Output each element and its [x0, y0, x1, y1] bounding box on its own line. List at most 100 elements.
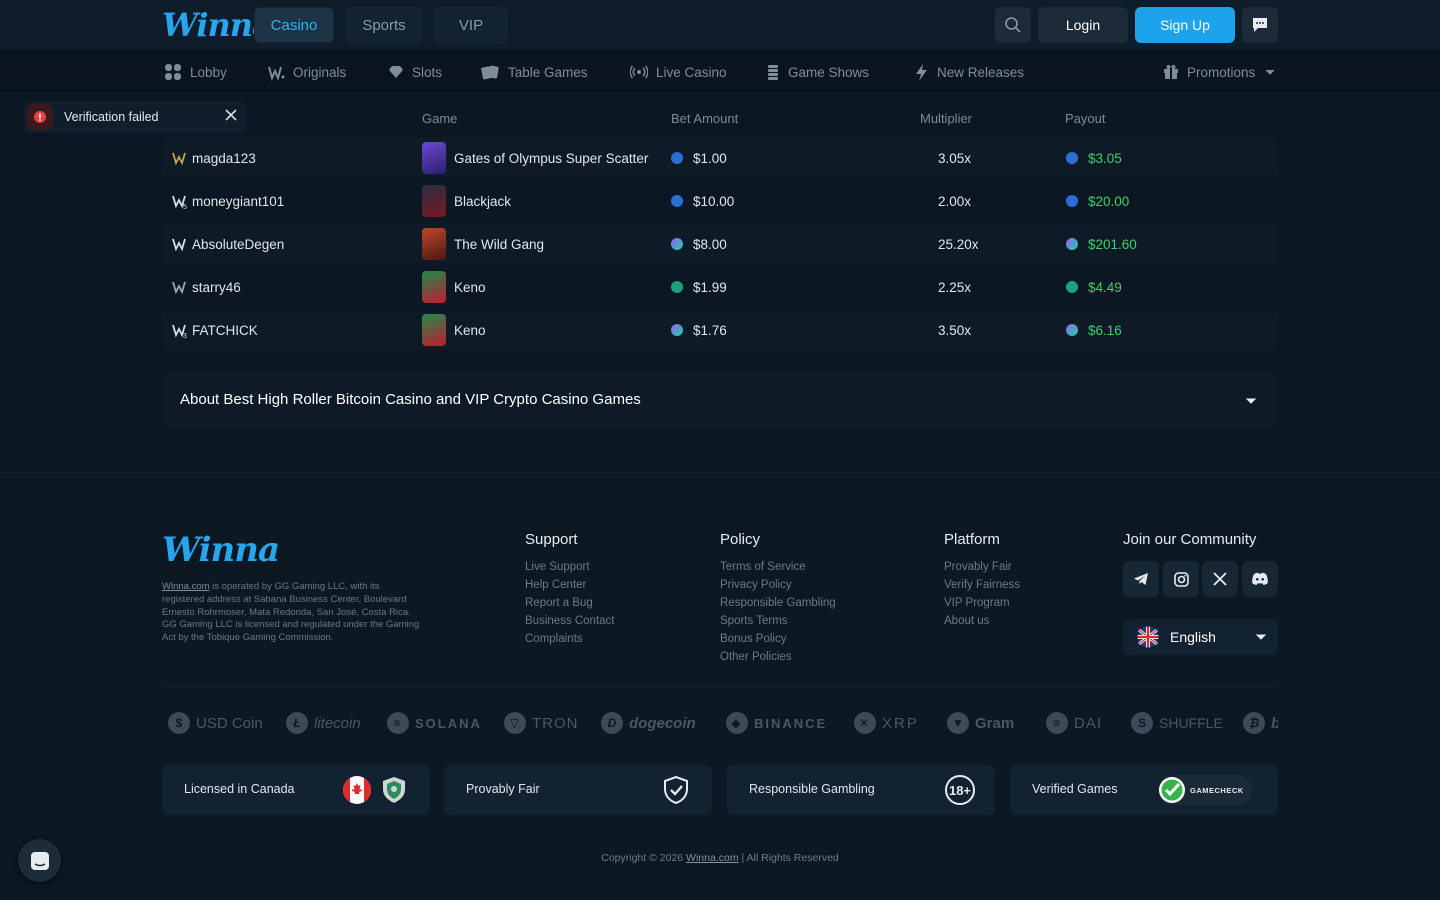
- bet-amount: $1.76: [693, 322, 727, 338]
- solana-coin-icon: [1066, 324, 1078, 336]
- footer-link-privacy[interactable]: Privacy Policy: [720, 579, 792, 591]
- dai-icon: ≡: [1046, 712, 1068, 734]
- col-header-multiplier: Multiplier: [920, 111, 973, 126]
- xrp-icon: ✕: [854, 712, 876, 734]
- footer-link-provably-fair[interactable]: Provably Fair: [944, 561, 1012, 573]
- signup-button[interactable]: Sign Up: [1135, 7, 1235, 43]
- user-cell: 5 moneygiant101: [172, 181, 284, 221]
- discord-button[interactable]: [1242, 561, 1278, 597]
- table-row[interactable]: 5 moneygiant101 Blackjack $10.00 2.00x $…: [162, 181, 1278, 221]
- footer-link-about-us[interactable]: About us: [944, 615, 990, 627]
- footer-link-responsible-gambling[interactable]: Responsible Gambling: [720, 597, 836, 609]
- game-name: Keno: [454, 279, 486, 295]
- nav-game-shows[interactable]: Game Shows: [766, 62, 869, 82]
- nav-live-casino[interactable]: Live Casino: [630, 62, 727, 82]
- toast-close-button[interactable]: [224, 108, 238, 127]
- payout-amount: $3.05: [1088, 150, 1122, 166]
- nav-new-releases[interactable]: New Releases: [914, 62, 1024, 82]
- usdc-coin-icon: [671, 195, 683, 207]
- copyright-link[interactable]: Winna.com: [686, 852, 739, 864]
- provably-fair-card[interactable]: Provably Fair: [444, 765, 712, 815]
- provably-fair-label: Provably Fair: [466, 782, 540, 796]
- telegram-button[interactable]: [1123, 561, 1159, 597]
- table-row[interactable]: 3 FATCHICK Keno $1.76 3.50x $6.16: [162, 310, 1278, 350]
- footer-link-help-center[interactable]: Help Center: [525, 579, 587, 591]
- footer-link-verify-fairness[interactable]: Verify Fairness: [944, 579, 1021, 591]
- payout-cell: $6.16: [1066, 310, 1122, 350]
- game-name: Blackjack: [454, 193, 512, 209]
- footer-link-vip-program[interactable]: VIP Program: [944, 597, 1010, 609]
- platform-heading: Platform: [944, 531, 1000, 548]
- tab-casino[interactable]: Casino: [254, 7, 334, 43]
- game-cell[interactable]: Gates of Olympus Super Scatter: [422, 138, 648, 178]
- game-cell[interactable]: Keno: [422, 310, 486, 350]
- toast-message: Verification failed: [64, 110, 159, 124]
- dai-logo: ≡ DAI: [1046, 705, 1102, 741]
- tab-sports[interactable]: Sports: [346, 7, 422, 43]
- tron-icon: ▽: [504, 712, 526, 734]
- table-row[interactable]: magda123 Gates of Olympus Super Scatter …: [162, 138, 1278, 178]
- username: moneygiant101: [192, 193, 285, 209]
- vip-level-number: 5: [183, 204, 187, 209]
- tether-coin-icon: [1066, 281, 1078, 293]
- platform-links: Provably Fair Verify Fairness VIP Progra…: [944, 560, 1020, 632]
- footer-desc-link[interactable]: Winna.com: [162, 581, 210, 592]
- bet-cell: $1.00: [671, 138, 727, 178]
- nav-originals[interactable]: Originals: [268, 62, 346, 82]
- game-cell[interactable]: The Wild Gang: [422, 224, 544, 264]
- instagram-button[interactable]: [1163, 561, 1199, 597]
- cards-icon: [481, 65, 499, 79]
- payout-amount: $4.49: [1088, 279, 1122, 295]
- nav-lobby[interactable]: Lobby: [164, 62, 227, 82]
- close-icon: [225, 109, 237, 121]
- table-row[interactable]: AbsoluteDegen The Wild Gang $8.00 25.20x…: [162, 224, 1278, 264]
- nav-game-shows-label: Game Shows: [788, 64, 870, 80]
- language-selector[interactable]: English: [1123, 619, 1278, 655]
- footer-link-report-bug[interactable]: Report a Bug: [525, 597, 593, 609]
- usdc-coin-icon: [1066, 195, 1078, 207]
- nav-table-games[interactable]: Table Games: [481, 62, 588, 82]
- footer-logo[interactable]: Winna: [162, 530, 280, 570]
- bet-amount: $10.00: [693, 193, 735, 209]
- verified-games-card[interactable]: Verified Games GAMECHECK: [1010, 765, 1278, 815]
- footer-link-other-policies[interactable]: Other Policies: [720, 651, 792, 663]
- chat-icon: [1253, 18, 1267, 32]
- footer-link-business-contact[interactable]: Business Contact: [525, 615, 615, 627]
- nav-originals-label: Originals: [293, 64, 347, 80]
- licensed-label: Licensed in Canada: [184, 782, 295, 796]
- login-button[interactable]: Login: [1038, 7, 1128, 43]
- footer-link-live-support[interactable]: Live Support: [525, 561, 590, 573]
- x-twitter-button[interactable]: [1202, 561, 1238, 597]
- responsible-gambling-card[interactable]: Responsible Gambling 18+: [727, 765, 995, 815]
- footer-link-sports-terms[interactable]: Sports Terms: [720, 615, 788, 627]
- footer-link-bonus-policy[interactable]: Bonus Policy: [720, 633, 787, 645]
- nav-slots[interactable]: Slots: [388, 62, 442, 82]
- nav-promotions[interactable]: Promotions: [1163, 62, 1275, 82]
- footer-link-terms[interactable]: Terms of Service: [720, 561, 806, 573]
- instagram-icon: [1173, 571, 1189, 587]
- solana-coin-icon: [671, 324, 683, 336]
- licensed-card[interactable]: Licensed in Canada: [162, 765, 430, 815]
- game-name: Keno: [454, 322, 486, 338]
- footer-link-complaints[interactable]: Complaints: [525, 633, 583, 645]
- winna-w-icon: [268, 66, 285, 81]
- solana-logo: ≡ SOLANA: [387, 705, 482, 741]
- game-cell[interactable]: Blackjack: [422, 181, 511, 221]
- support-chat-launcher[interactable]: [18, 839, 61, 882]
- bet-cell: $1.99: [671, 267, 727, 307]
- about-accordion[interactable]: About Best High Roller Bitcoin Casino an…: [162, 371, 1278, 429]
- shield-check-icon: [664, 776, 688, 804]
- tab-vip[interactable]: VIP: [434, 7, 508, 43]
- telegram-icon: [1134, 573, 1148, 585]
- game-cell[interactable]: Keno: [422, 267, 486, 307]
- chat-button[interactable]: [1242, 7, 1278, 43]
- username: AbsoluteDegen: [192, 236, 285, 252]
- multiplier-cell: 25.20x: [938, 236, 979, 252]
- multiplier-cell: 2.00x: [938, 193, 972, 209]
- policy-links: Terms of Service Privacy Policy Responsi…: [720, 560, 836, 668]
- search-button[interactable]: [995, 7, 1031, 43]
- vip-badge-icon: [172, 238, 186, 252]
- table-row[interactable]: starry46 Keno $1.99 2.25x $4.49: [162, 267, 1278, 307]
- solana-coin-icon: [1066, 238, 1078, 250]
